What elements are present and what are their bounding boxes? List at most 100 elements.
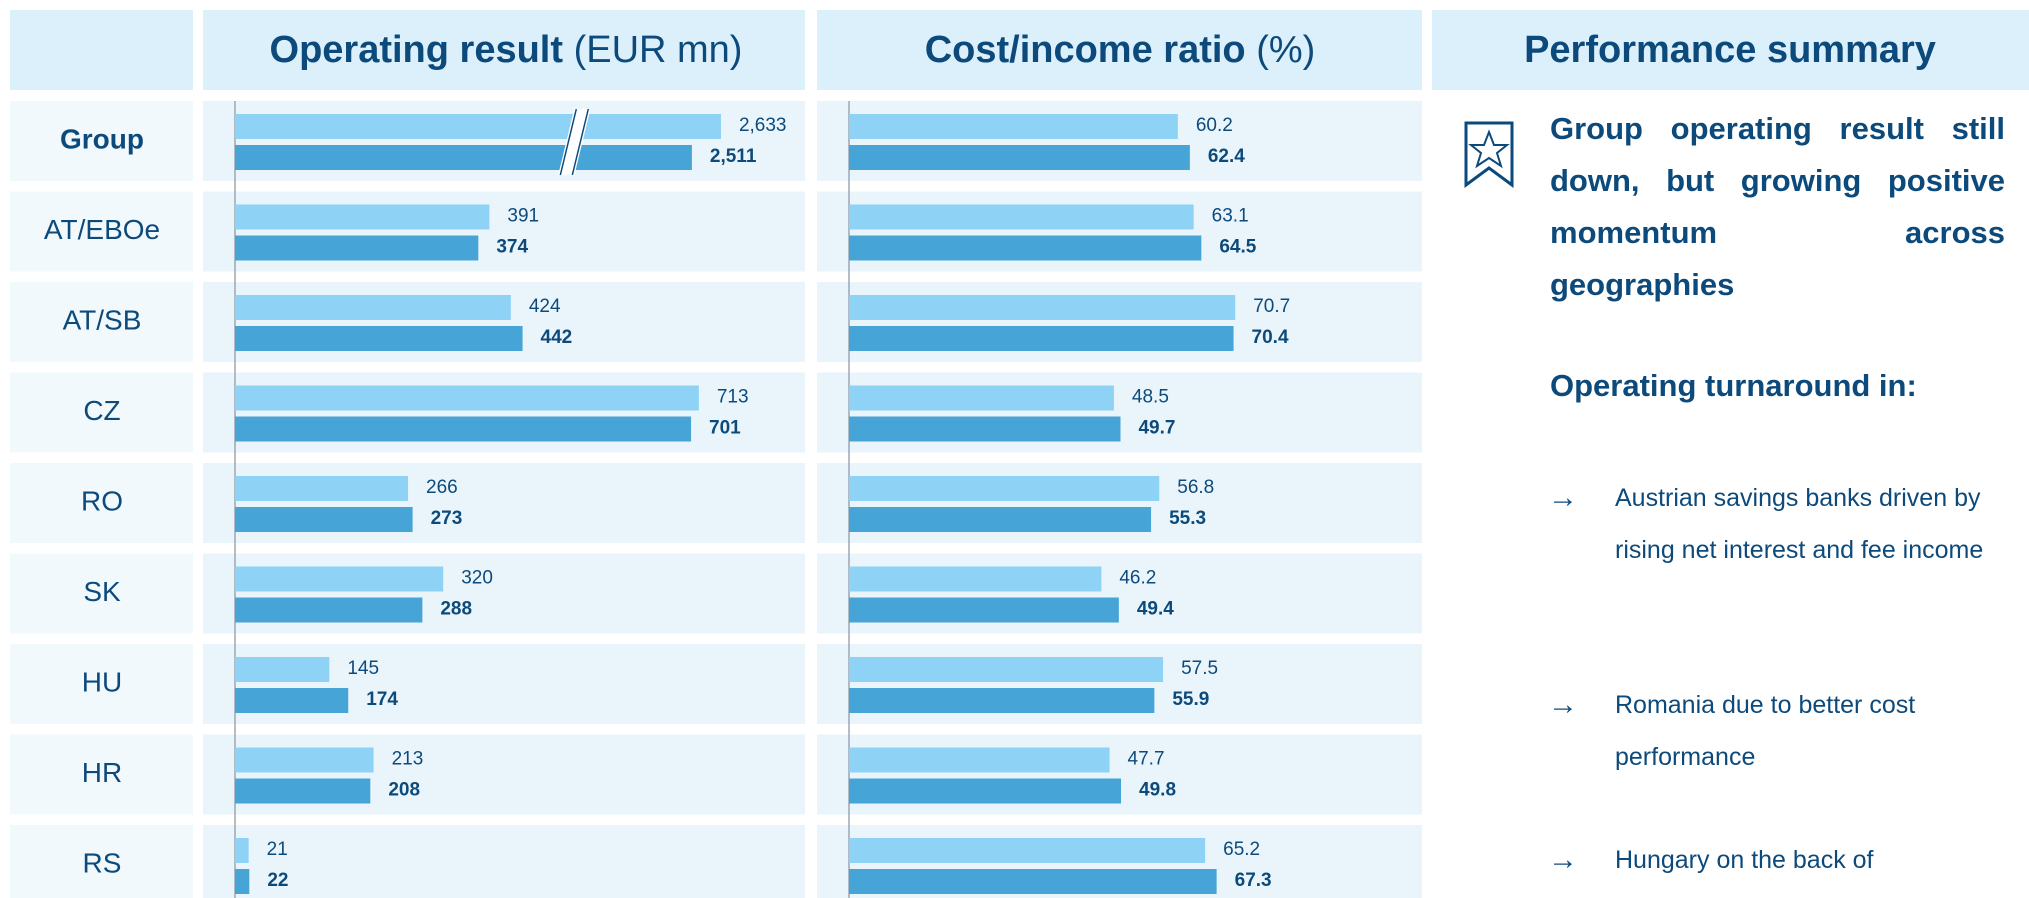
bullet-arrow: →	[1548, 843, 1578, 876]
value-label: 22	[267, 870, 288, 891]
value-label: 48.5	[1132, 387, 1169, 408]
value-label: 2,633	[739, 115, 787, 136]
value-label: 67.3	[1235, 870, 1272, 891]
bar	[849, 869, 1217, 894]
bullet-arrow: →	[1548, 481, 1578, 514]
category-label: SK	[83, 576, 121, 607]
bar	[235, 778, 371, 804]
title: Cost/income ratio	[925, 29, 1246, 71]
value-label: 49.7	[1138, 418, 1175, 439]
value-label: 424	[529, 296, 561, 317]
category-label: HR	[82, 757, 122, 788]
bar	[849, 597, 1119, 623]
category-label: AT/SB	[63, 304, 142, 335]
value-label: 145	[347, 658, 379, 679]
bar	[849, 688, 1155, 713]
value-label: 57.5	[1181, 658, 1218, 679]
bar	[235, 838, 249, 863]
bar	[235, 566, 444, 592]
row-label-cell	[10, 463, 193, 543]
value-label: 49.8	[1139, 780, 1176, 801]
chart-title: Operating result (EUR mn)	[270, 29, 743, 71]
bar	[849, 295, 1236, 320]
value-label: 64.5	[1219, 237, 1256, 258]
row-label-cell	[10, 101, 193, 181]
value-label: 65.2	[1223, 839, 1260, 860]
bar	[849, 566, 1102, 592]
value-label: 21	[267, 839, 288, 860]
unit: (%)	[1256, 29, 1315, 71]
bar	[235, 114, 721, 139]
value-label: 55.9	[1172, 689, 1209, 710]
bar	[849, 778, 1122, 804]
category-label: AT/EBOe	[44, 214, 160, 245]
value-label: 713	[717, 387, 749, 408]
bullet-text: Hungary on the back of	[1615, 846, 1874, 874]
value-label: 2,511	[710, 146, 757, 167]
value-label: 47.7	[1128, 749, 1165, 770]
panel-title: Performance summary	[1524, 29, 1936, 71]
value-label: 288	[440, 599, 472, 620]
header-cell	[10, 10, 193, 90]
bar	[235, 416, 692, 442]
value-label: 49.4	[1137, 599, 1174, 620]
bullet-arrow: →	[1548, 688, 1578, 721]
bullet-text: Austrian savings banks driven by rising …	[1615, 484, 1984, 564]
row-label-cell	[10, 553, 193, 634]
bar	[235, 688, 349, 713]
bar	[235, 657, 330, 682]
value-label: 70.7	[1253, 296, 1290, 317]
bar	[849, 747, 1110, 773]
row-label-cell	[10, 734, 193, 815]
value-label: 55.3	[1169, 508, 1206, 529]
value-label: 701	[709, 418, 741, 439]
chart-title: Cost/income ratio (%)	[925, 29, 1316, 71]
category-label: Group	[60, 123, 144, 154]
bar	[235, 326, 523, 351]
bar	[235, 295, 511, 320]
title: Operating result	[270, 29, 564, 71]
value-label: 60.2	[1196, 115, 1233, 136]
value-label: 208	[388, 780, 420, 801]
header-cell	[1432, 10, 2029, 90]
category-label: RS	[83, 847, 122, 878]
bar	[235, 235, 479, 261]
row-label-cell	[10, 191, 193, 272]
bar	[849, 204, 1194, 230]
category-label: HU	[82, 666, 122, 697]
row-cell	[203, 825, 805, 898]
bar	[849, 385, 1114, 411]
headline: Group operating result still down, but g…	[1550, 111, 2005, 302]
bar	[849, 507, 1152, 532]
value-label: 63.1	[1212, 206, 1249, 227]
value-label: 62.4	[1208, 146, 1245, 167]
category-label: RO	[81, 485, 123, 516]
bar	[849, 416, 1121, 442]
header-cell	[203, 10, 805, 90]
value-label: 46.2	[1119, 568, 1156, 589]
bar	[849, 235, 1202, 261]
bar	[849, 657, 1164, 682]
bar	[235, 507, 413, 532]
row-label-cell	[10, 825, 193, 898]
value-label: 442	[541, 327, 573, 348]
bar	[235, 145, 692, 170]
bar	[235, 747, 374, 773]
bar	[235, 204, 490, 230]
axis-break	[558, 108, 591, 176]
bookmark-icon	[1464, 121, 1514, 188]
bar	[849, 114, 1178, 139]
header-cell	[817, 10, 1422, 90]
row-label-cell	[10, 282, 193, 362]
axis-break	[559, 108, 590, 176]
bar	[235, 597, 423, 623]
row-label-cell	[10, 372, 193, 453]
value-label: 374	[496, 237, 528, 258]
value-label: 213	[392, 749, 424, 770]
row-label-cell	[10, 644, 193, 724]
bar	[849, 476, 1160, 501]
value-label: 174	[366, 689, 398, 710]
bar	[235, 476, 409, 501]
